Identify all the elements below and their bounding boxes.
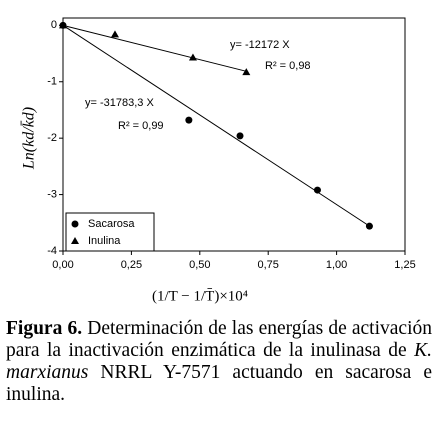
y-axis-label: Ln(kd/k̄d) [21, 107, 38, 170]
data-point [110, 30, 119, 38]
x-tick-label: 0,25 [121, 259, 142, 271]
fit-line [62, 24, 373, 229]
caption-species: K. marxianus [6, 340, 432, 383]
x-tick-label: 0,00 [52, 259, 73, 271]
y-tick-label: 0 [51, 19, 57, 31]
x-tick-label: 0,50 [189, 259, 210, 271]
caption-label: Figura 6. [6, 318, 83, 339]
caption-text: Determinación de las energías de activac… [6, 318, 432, 361]
y-tick-label: -2 [47, 132, 57, 144]
caption: Figura 6. Determinación de las energías … [6, 318, 432, 406]
legend-marker [71, 220, 79, 228]
annotation: y= -12172 X [230, 39, 290, 51]
data-point [365, 222, 373, 230]
legend-label: Inulina [88, 235, 121, 247]
data-point [236, 132, 244, 140]
chart: (1/T − 1/T̄)×10⁴ Ln(kd/k̄d) 0,00 0,25 0,50… [21, 17, 416, 304]
data-point [185, 116, 193, 124]
x-axis-label: (1/T − 1/T̄)×10⁴ [152, 288, 248, 304]
y-tick-label: -3 [47, 188, 57, 200]
data-point [188, 53, 197, 61]
caption-text: NRRL Y-7571 actuando en sacarosa e inuli… [6, 362, 432, 405]
x-tick-label: 0,75 [257, 259, 278, 271]
legend-marker [71, 237, 79, 244]
legend-label: Sacarosa [88, 218, 135, 230]
legend-box [65, 212, 155, 252]
data-point [313, 186, 321, 194]
x-tick-label: 1,25 [394, 259, 415, 271]
y-tick-label: -1 [47, 76, 57, 88]
fit-line [62, 24, 247, 72]
y-tick-label: -4 [47, 245, 57, 257]
annotation: R² = 0,98 [265, 60, 311, 72]
annotation: R² = 0,99 [118, 120, 164, 132]
data-point [242, 68, 251, 76]
data-point [59, 21, 67, 29]
plot-frame [62, 17, 406, 252]
x-tick-label: 1,00 [326, 259, 347, 271]
annotation: y= -31783,3 X [85, 97, 154, 109]
